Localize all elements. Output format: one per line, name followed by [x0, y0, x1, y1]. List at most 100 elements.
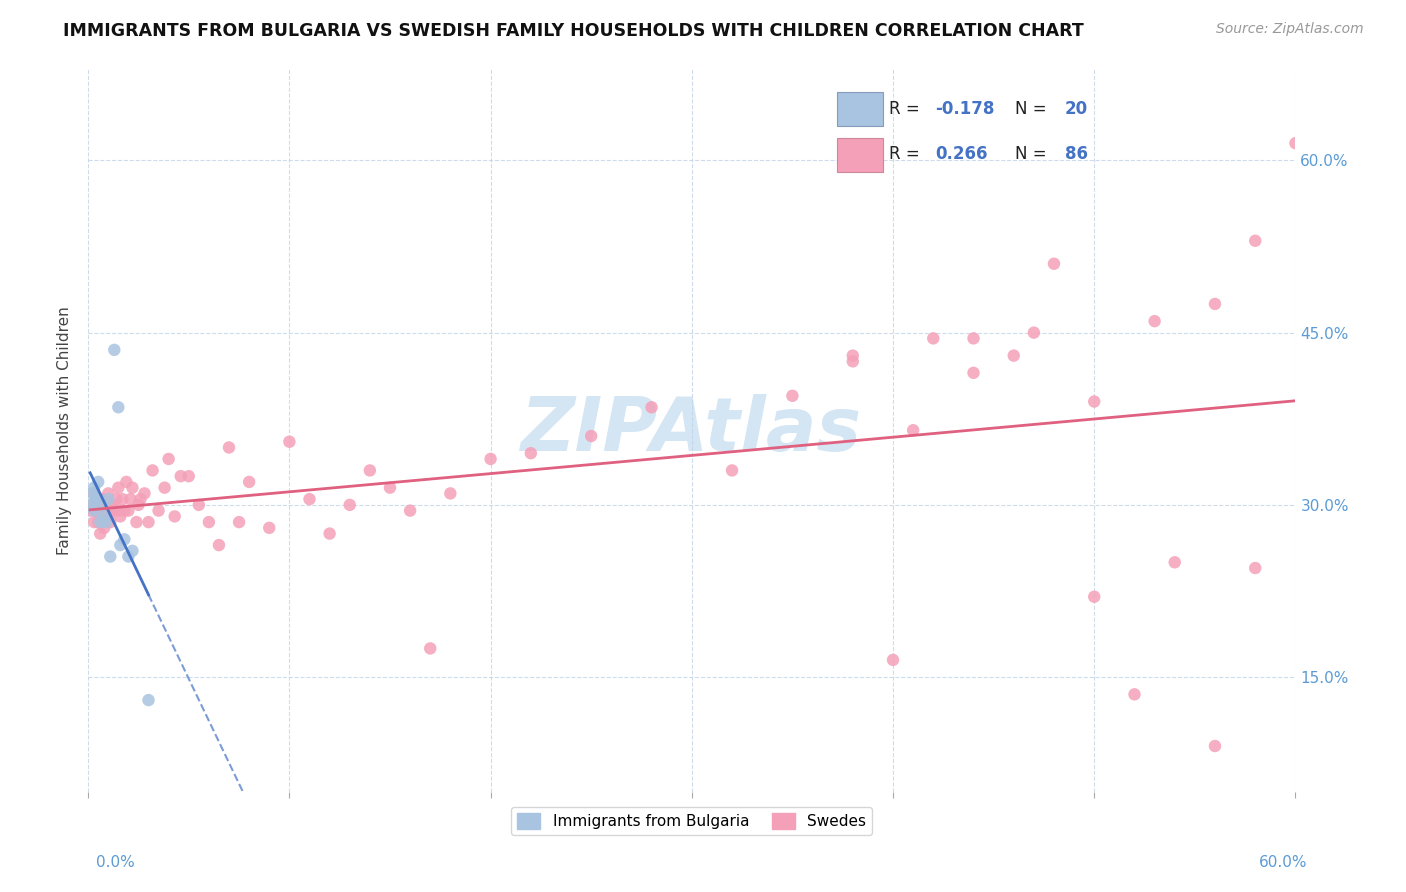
Point	[962, 331, 984, 345]
Point	[83, 486, 105, 500]
Point	[339, 498, 361, 512]
Point	[98, 503, 121, 517]
Point	[93, 498, 115, 512]
Point	[91, 515, 114, 529]
Point	[922, 331, 945, 345]
Point	[103, 503, 125, 517]
Point	[157, 452, 180, 467]
Point	[170, 469, 193, 483]
Point	[721, 463, 744, 477]
Point	[962, 366, 984, 380]
Point	[105, 492, 128, 507]
Point	[318, 526, 340, 541]
Point	[93, 509, 115, 524]
Point	[112, 533, 135, 547]
Point	[1083, 590, 1105, 604]
Point	[187, 498, 209, 512]
Point	[101, 503, 124, 517]
Point	[79, 503, 101, 517]
Point	[117, 549, 139, 564]
Point	[359, 463, 381, 477]
Point	[93, 521, 115, 535]
Point	[83, 481, 105, 495]
Point	[1204, 297, 1226, 311]
Point	[901, 423, 924, 437]
Point	[1164, 555, 1187, 569]
Point	[98, 515, 121, 529]
Point	[84, 492, 107, 507]
Point	[148, 503, 170, 517]
Point	[96, 503, 118, 517]
Point	[419, 641, 441, 656]
Point	[111, 492, 134, 507]
Point	[129, 492, 152, 507]
Point	[84, 492, 107, 507]
Point	[208, 538, 231, 552]
Point	[238, 475, 260, 489]
Point	[97, 509, 120, 524]
Point	[112, 503, 135, 517]
Y-axis label: Family Households with Children: Family Households with Children	[58, 306, 72, 555]
Point	[107, 503, 129, 517]
Point	[439, 486, 461, 500]
Point	[1284, 136, 1306, 150]
Point	[479, 452, 502, 467]
Point	[115, 475, 138, 489]
Point	[103, 343, 125, 357]
Point	[134, 486, 156, 500]
Point	[91, 492, 114, 507]
Point	[89, 503, 111, 517]
Point	[163, 509, 186, 524]
Point	[1244, 234, 1267, 248]
Point	[882, 653, 904, 667]
Point	[87, 475, 110, 489]
Point	[87, 492, 110, 507]
Point	[842, 354, 865, 368]
Text: 0.0%: 0.0%	[96, 855, 135, 870]
Point	[579, 429, 602, 443]
Point	[117, 503, 139, 517]
Point	[1123, 687, 1146, 701]
Point	[640, 401, 662, 415]
Point	[218, 441, 240, 455]
Point	[1002, 349, 1025, 363]
Point	[87, 515, 110, 529]
Point	[89, 526, 111, 541]
Point	[121, 544, 143, 558]
Point	[83, 515, 105, 529]
Point	[399, 503, 422, 517]
Point	[110, 509, 132, 524]
Point	[97, 486, 120, 500]
Point	[378, 481, 401, 495]
Point	[141, 463, 163, 477]
Point	[257, 521, 280, 535]
Point	[1143, 314, 1166, 328]
Point	[1244, 561, 1267, 575]
Point	[98, 549, 121, 564]
Text: ZIPAtlas: ZIPAtlas	[522, 393, 862, 467]
Point	[138, 693, 160, 707]
Point	[110, 538, 132, 552]
Text: Source: ZipAtlas.com: Source: ZipAtlas.com	[1216, 22, 1364, 37]
Point	[84, 503, 107, 517]
Point	[101, 498, 124, 512]
Point	[1204, 739, 1226, 753]
Point	[125, 515, 148, 529]
Point	[127, 498, 149, 512]
Point	[1043, 257, 1066, 271]
Legend: Immigrants from Bulgaria, Swedes: Immigrants from Bulgaria, Swedes	[512, 806, 872, 835]
Point	[842, 349, 865, 363]
Point	[87, 498, 110, 512]
Point	[82, 486, 104, 500]
Point	[298, 492, 321, 507]
Point	[1083, 394, 1105, 409]
Text: IMMIGRANTS FROM BULGARIA VS SWEDISH FAMILY HOUSEHOLDS WITH CHILDREN CORRELATION : IMMIGRANTS FROM BULGARIA VS SWEDISH FAMI…	[63, 22, 1084, 40]
Point	[89, 515, 111, 529]
Point	[96, 515, 118, 529]
Point	[121, 481, 143, 495]
Point	[520, 446, 543, 460]
Point	[1022, 326, 1045, 340]
Point	[782, 389, 804, 403]
Point	[278, 434, 301, 449]
Point	[198, 515, 221, 529]
